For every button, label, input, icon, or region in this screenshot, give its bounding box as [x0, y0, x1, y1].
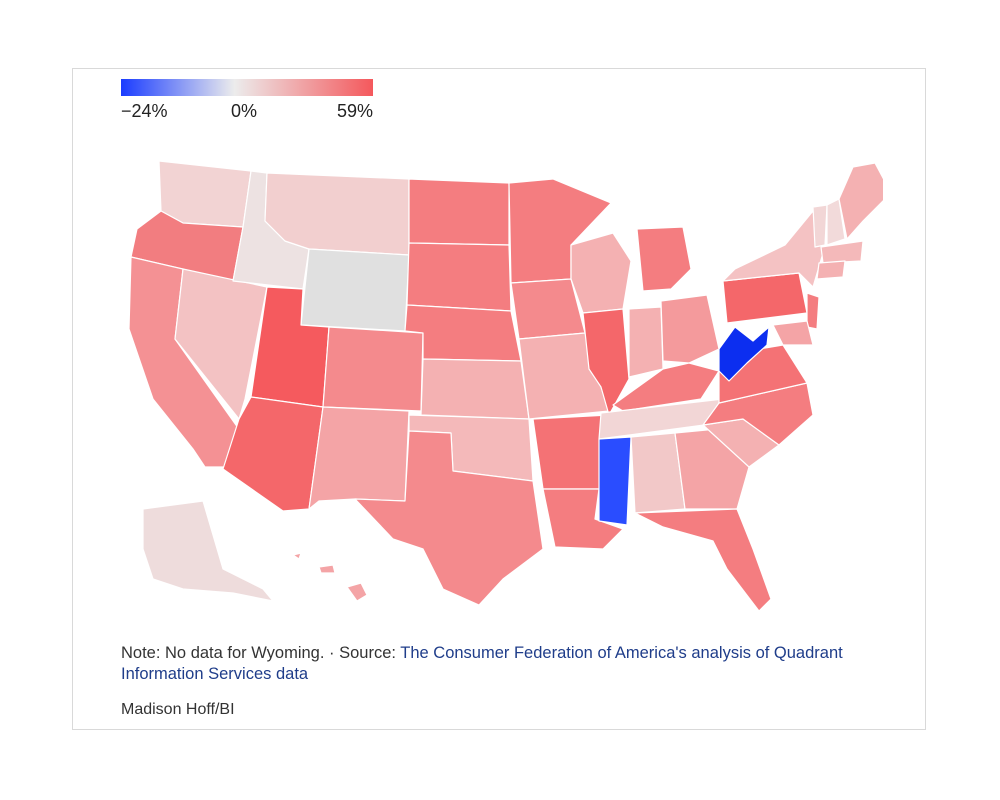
state-new-hampshire[interactable] — [826, 198, 846, 246]
state-texas[interactable] — [354, 430, 544, 606]
state-maryland[interactable] — [772, 320, 814, 346]
state-arkansas[interactable] — [532, 414, 610, 490]
state-mississippi[interactable] — [598, 436, 632, 526]
state-indiana[interactable] — [628, 306, 664, 378]
legend-mid-label: 0% — [231, 101, 258, 121]
state-colorado[interactable] — [322, 326, 424, 412]
state-michigan[interactable] — [636, 226, 692, 292]
state-nebraska[interactable] — [404, 304, 522, 362]
note-text: Note: No data for Wyoming. · Source: — [121, 644, 401, 662]
state-alaska[interactable] — [142, 500, 274, 602]
state-ohio[interactable] — [660, 294, 720, 364]
state-north-dakota[interactable] — [408, 178, 510, 246]
state-pennsylvania[interactable] — [722, 272, 808, 324]
legend-min-label: −24% — [121, 101, 168, 121]
state-new-york[interactable] — [722, 210, 824, 288]
state-connecticut[interactable] — [816, 260, 846, 280]
state-massachusetts[interactable] — [820, 240, 864, 264]
state-vermont[interactable] — [812, 204, 828, 248]
state-kansas[interactable] — [420, 358, 530, 420]
state-maine[interactable] — [838, 162, 883, 240]
state-south-dakota[interactable] — [406, 242, 512, 312]
chart-card: −24% 0% 59% — [72, 68, 926, 730]
state-hawaii[interactable] — [346, 582, 368, 602]
credit-line: Madison Hoff/BI — [121, 701, 235, 718]
us-choropleth-map — [123, 149, 883, 619]
source-link[interactable]: The Consumer Federation of America's ana… — [121, 644, 843, 683]
source-note: Note: No data for Wyoming. · Source: The… — [121, 643, 881, 685]
state-hawaii-islands[interactable] — [292, 552, 336, 574]
state-new-mexico[interactable] — [308, 406, 410, 510]
legend-gradient-bar — [121, 79, 373, 96]
state-wyoming[interactable] — [300, 248, 410, 332]
state-florida[interactable] — [634, 508, 772, 612]
state-nevada[interactable] — [174, 268, 268, 420]
map-svg — [128, 160, 883, 612]
legend-max-label: 59% — [336, 101, 373, 121]
color-legend: −24% 0% 59% — [121, 79, 373, 123]
state-new-jersey[interactable] — [806, 292, 820, 330]
state-wisconsin[interactable] — [570, 232, 632, 314]
state-west-virginia[interactable] — [718, 326, 770, 382]
